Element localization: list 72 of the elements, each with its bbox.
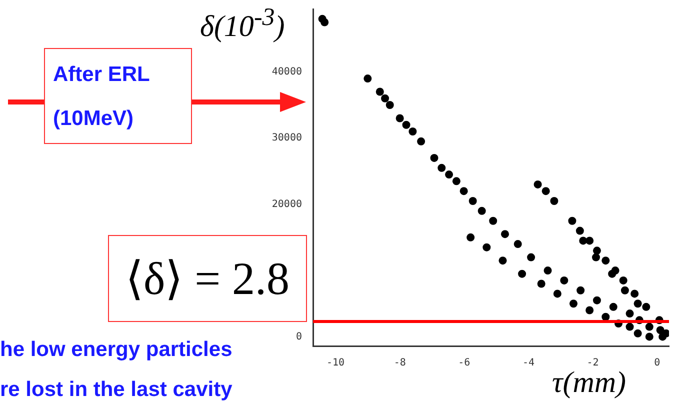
y-tick-label: 40000	[272, 66, 302, 78]
point	[645, 332, 654, 341]
point	[386, 101, 394, 109]
point	[460, 187, 468, 196]
point	[550, 197, 558, 206]
point	[381, 94, 390, 102]
y-axis-title: δ(10$^{-3}$)	[200, 4, 285, 44]
point	[619, 276, 628, 284]
point	[620, 286, 629, 294]
point	[438, 164, 446, 172]
point	[452, 177, 460, 186]
point	[568, 216, 576, 225]
point	[514, 240, 522, 248]
point	[544, 266, 552, 275]
point	[586, 306, 594, 314]
point	[634, 300, 642, 308]
point	[592, 296, 601, 304]
point	[417, 137, 426, 146]
point	[489, 216, 498, 225]
x-tick-label: -2	[586, 358, 599, 369]
y-tick-label: 20000	[272, 198, 302, 210]
point	[626, 310, 634, 318]
y-tick-label: 30000	[272, 132, 302, 144]
point	[608, 270, 616, 278]
point	[466, 233, 475, 242]
point	[579, 236, 588, 245]
x-tick-label: 0	[654, 358, 660, 369]
text: ⟨δ⟩ = 2.8	[108, 235, 307, 322]
x-tick-label: -4	[522, 358, 534, 369]
point	[592, 246, 601, 255]
point	[542, 187, 550, 196]
point	[645, 322, 654, 331]
text: re lost in the last cavity	[0, 378, 232, 402]
point	[527, 253, 536, 262]
y-tick-label: 0	[296, 331, 302, 342]
point	[560, 276, 568, 284]
point	[658, 332, 667, 341]
point	[396, 114, 404, 122]
point	[376, 88, 384, 96]
x-tick-label: -10	[326, 358, 345, 369]
point	[518, 270, 526, 278]
x-axis-title: τ(mm)	[552, 366, 626, 400]
text: he low energy particles	[0, 338, 232, 362]
point	[430, 154, 438, 162]
point	[500, 230, 509, 238]
x-tick-label: -6	[458, 358, 470, 369]
point	[642, 302, 650, 311]
point	[534, 180, 542, 188]
point	[320, 18, 329, 26]
point	[482, 243, 491, 252]
x-tick-label: -8	[394, 358, 406, 369]
point	[364, 74, 372, 83]
point	[468, 197, 477, 206]
point	[602, 256, 610, 265]
point	[498, 256, 507, 265]
point	[569, 300, 578, 308]
point	[408, 127, 417, 136]
point	[634, 329, 642, 338]
point	[602, 312, 610, 321]
point	[445, 170, 454, 179]
text: After ERL (10MeV)	[44, 48, 192, 144]
point	[576, 226, 584, 235]
point	[553, 290, 562, 298]
point	[402, 120, 410, 129]
point	[656, 326, 664, 334]
point	[626, 322, 634, 331]
point	[630, 290, 639, 298]
point	[576, 286, 585, 294]
point	[478, 206, 486, 215]
point	[592, 253, 600, 262]
point	[537, 280, 546, 288]
point	[609, 302, 618, 311]
